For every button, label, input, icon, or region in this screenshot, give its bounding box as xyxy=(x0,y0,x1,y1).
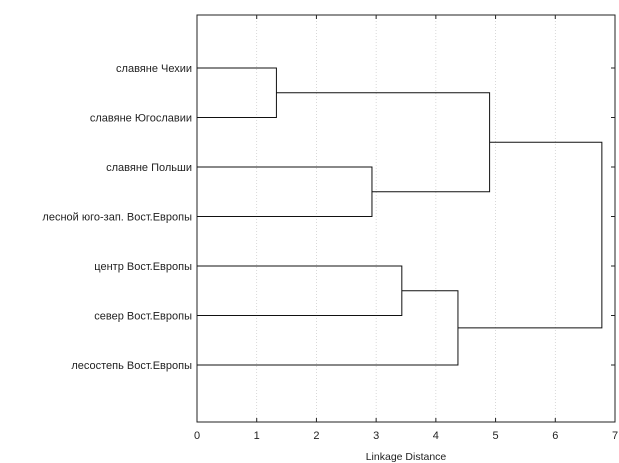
leaf-label: север Вост.Европы xyxy=(94,311,192,323)
x-tick-label: 2 xyxy=(313,430,319,442)
x-tick-label: 0 xyxy=(194,430,200,442)
x-tick-label: 4 xyxy=(433,430,439,442)
x-tick-label: 6 xyxy=(552,430,558,442)
leaf-label: славяне Югославии xyxy=(90,113,192,125)
x-tick-label: 1 xyxy=(254,430,260,442)
merge-link xyxy=(457,141,603,329)
plot-frame xyxy=(196,14,616,423)
merge-link xyxy=(197,67,277,118)
x-tick-label: 7 xyxy=(612,430,618,442)
leaf-label: центр Вост.Европы xyxy=(94,261,192,273)
leaf-label: славяне Чехии xyxy=(116,63,192,75)
merge-link xyxy=(276,92,491,193)
leaf-label: славяне Польши xyxy=(106,162,192,174)
leaf-label: лесной юго-зап. Вост.Европы xyxy=(42,212,192,224)
dendrogram-links xyxy=(197,67,603,366)
x-tick-label: 3 xyxy=(373,430,379,442)
grid-lines xyxy=(256,15,556,422)
x-axis: 0 1 2 3 4 5 6 7 xyxy=(194,15,618,442)
leaf-label: лесостепь Вост.Европы xyxy=(71,360,192,372)
leaf-labels: славяне Чехии славяне Югославии славяне По… xyxy=(42,63,192,372)
merge-link xyxy=(197,290,459,366)
merge-link xyxy=(197,265,403,316)
x-tick-label: 5 xyxy=(493,430,499,442)
merge-link xyxy=(197,166,373,217)
x-axis-title: Linkage Distance xyxy=(366,451,447,463)
